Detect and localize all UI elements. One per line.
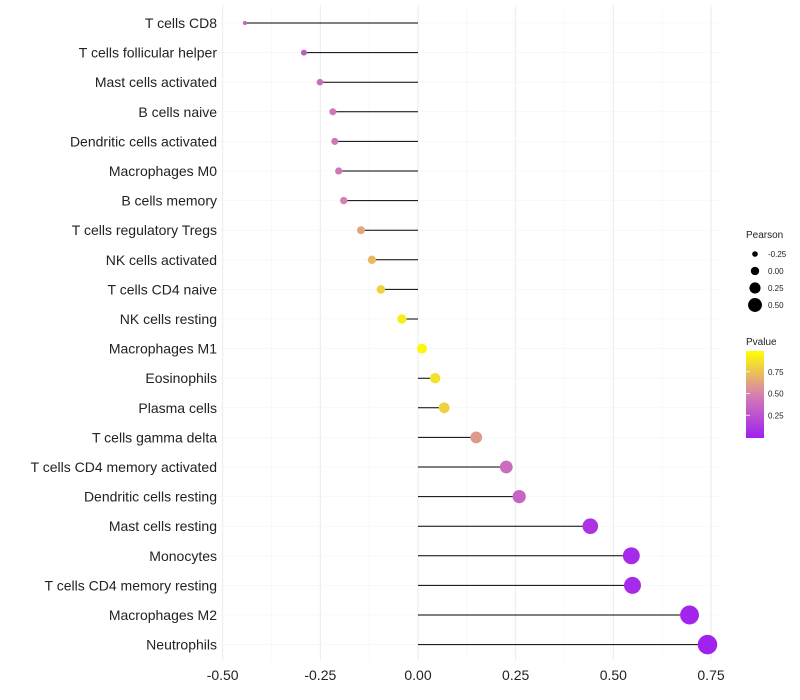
lollipop-point: [438, 402, 450, 414]
y-tick-label: Neutrophils: [146, 637, 217, 653]
y-tick-label: T cells CD4 naive: [108, 281, 218, 297]
lollipop-point: [512, 489, 526, 504]
legend-size-key: [752, 251, 758, 257]
y-tick-label: Macrophages M2: [109, 607, 217, 623]
y-tick-label: NK cells resting: [120, 311, 217, 327]
legend-color-title: Pvalue: [746, 337, 777, 348]
lollipop-point: [429, 372, 441, 384]
y-tick-label: T cells CD4 memory resting: [45, 577, 217, 593]
y-tick-label: Monocytes: [149, 548, 217, 564]
lollipop-point: [624, 576, 641, 594]
lollipop-point: [316, 78, 324, 86]
y-tick-label: Dendritic cells activated: [70, 133, 217, 149]
lollipop-point: [697, 634, 718, 655]
legend-size-label: 0.00: [768, 267, 784, 276]
lollipop-point: [335, 167, 343, 175]
x-tick-label: 0.75: [697, 667, 724, 683]
y-tick-label: Macrophages M0: [109, 163, 217, 179]
legend-size-key: [749, 282, 761, 294]
lollipop-point: [622, 547, 640, 565]
lollipop-point: [356, 226, 365, 235]
y-tick-label: B cells naive: [138, 104, 217, 120]
legend-size-label: -0.25: [768, 250, 787, 259]
lollipop-point: [329, 108, 337, 116]
legend-size-label: 0.50: [768, 301, 784, 310]
x-tick-label: 0.00: [404, 667, 431, 683]
lollipop-point: [499, 460, 513, 474]
lollipop-point: [680, 605, 699, 625]
y-tick-label: NK cells activated: [106, 252, 217, 268]
y-tick-label: Mast cells resting: [109, 518, 217, 534]
legend-colorbar: [746, 351, 764, 438]
y-tick-label: T cells gamma delta: [92, 429, 217, 445]
lollipop-point: [367, 255, 377, 264]
y-tick-label: Macrophages M1: [109, 341, 217, 357]
lollipop-point: [331, 137, 339, 145]
y-tick-label: Plasma cells: [138, 400, 217, 416]
legend-color-label: 0.50: [768, 390, 784, 399]
legend-size-key: [748, 298, 762, 312]
y-tick-label: B cells memory: [121, 193, 217, 209]
x-tick-label: 0.50: [600, 667, 627, 683]
legend-size-label: 0.25: [768, 284, 784, 293]
lollipop-point: [470, 431, 483, 444]
lollipop-point: [242, 20, 247, 26]
lollipop-point: [300, 49, 307, 56]
legend-color-label: 0.75: [768, 368, 784, 377]
lollipop-point: [582, 518, 599, 534]
y-tick-label: Eosinophils: [145, 370, 217, 386]
lollipop-point: [376, 285, 386, 294]
y-tick-label: T cells CD4 memory activated: [31, 459, 217, 475]
y-tick-label: T cells regulatory Tregs: [72, 222, 217, 238]
lollipop-point: [397, 314, 407, 324]
x-tick-label: 0.25: [502, 667, 529, 683]
y-tick-label: T cells follicular helper: [79, 45, 218, 61]
legend-size-title: Pearson: [746, 230, 783, 241]
y-tick-label: T cells CD8: [145, 15, 217, 31]
y-tick-label: Mast cells activated: [95, 74, 217, 90]
legend-color-label: 0.25: [768, 411, 784, 420]
lollipop-point: [416, 343, 427, 354]
x-tick-label: -0.50: [207, 667, 239, 683]
lollipop-point: [340, 196, 348, 205]
legend-size-key: [750, 266, 760, 276]
x-tick-label: -0.25: [304, 667, 336, 683]
y-tick-label: Dendritic cells resting: [84, 489, 217, 505]
